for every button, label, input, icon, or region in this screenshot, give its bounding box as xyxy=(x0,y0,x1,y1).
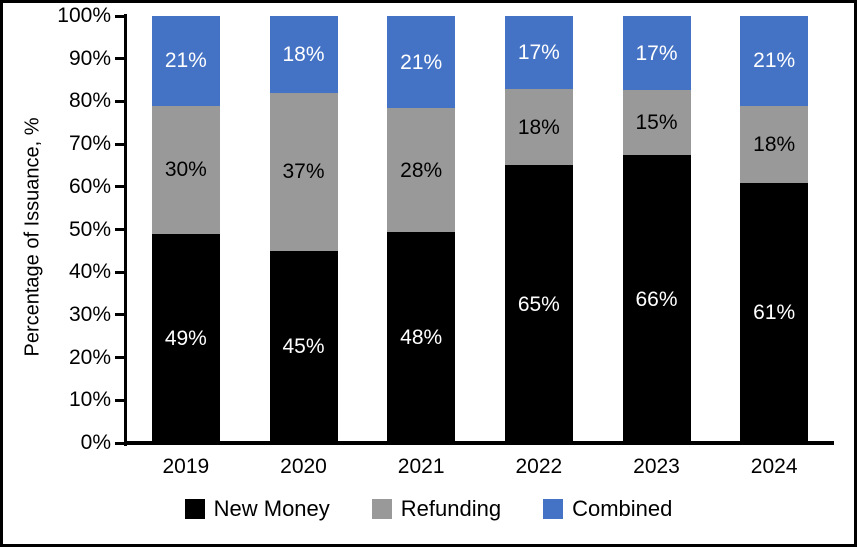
data-label: 66% xyxy=(635,287,678,311)
x-tick-label: 2024 xyxy=(750,455,798,478)
y-tick-mark xyxy=(115,441,124,445)
data-label: 37% xyxy=(282,160,325,184)
y-tick-mark xyxy=(115,57,124,61)
bar-segment-2020: 37% xyxy=(269,92,338,251)
data-label: 28% xyxy=(400,158,443,182)
bar-segment-2022: 65% xyxy=(504,165,573,443)
y-tick-label: 100% xyxy=(57,4,111,27)
data-label: 17% xyxy=(635,41,678,65)
data-label: 15% xyxy=(635,111,678,135)
bar-segment-2020: 45% xyxy=(269,250,338,443)
data-label: 30% xyxy=(164,158,207,182)
bar-segment-2024: 61% xyxy=(740,182,809,443)
bar-segment-2023: 66% xyxy=(622,155,691,443)
data-label: 17% xyxy=(517,40,560,64)
bar-segment-2022: 17% xyxy=(504,16,573,89)
bar-2023: 17% 15% 66% xyxy=(622,16,691,443)
legend-item-refunding: Refunding xyxy=(371,496,502,522)
x-tick-label: 2020 xyxy=(280,455,327,478)
y-tick-label: 50% xyxy=(68,217,111,241)
data-label: 48% xyxy=(400,325,443,349)
refunding-swatch-icon xyxy=(371,499,392,519)
data-label: 65% xyxy=(517,292,560,316)
legend-label: New Money xyxy=(213,496,330,521)
bar-segment-2022: 18% xyxy=(504,88,573,166)
bar-segment-2019: 49% xyxy=(151,233,220,443)
legend-label: Refunding xyxy=(400,496,502,521)
bar-segment-2019: 21% xyxy=(151,16,220,106)
data-label: 18% xyxy=(753,132,796,156)
y-axis-line xyxy=(124,14,127,446)
bar-segment-2024: 21% xyxy=(740,16,809,106)
y-tick-label: 80% xyxy=(68,89,111,113)
legend-item-combined: Combined xyxy=(543,496,672,522)
y-tick-mark xyxy=(115,142,124,146)
data-label: 18% xyxy=(517,115,560,139)
data-label: 21% xyxy=(753,49,796,73)
y-tick-mark xyxy=(115,14,124,18)
bar-segment-2019: 30% xyxy=(151,105,220,234)
bar-segment-2024: 18% xyxy=(740,105,809,183)
x-tick-label: 2021 xyxy=(397,455,445,478)
bar-segment-2021: 28% xyxy=(387,108,456,232)
bar-2019: 21% 30% 49% xyxy=(151,16,220,443)
y-tick-mark xyxy=(115,99,124,103)
new-money-swatch-icon xyxy=(184,499,205,519)
y-tick-mark xyxy=(115,398,124,402)
bar-segment-2023: 15% xyxy=(622,90,691,156)
data-label: 45% xyxy=(282,335,325,359)
y-tick-label: 30% xyxy=(68,302,111,326)
bar-segment-2020: 18% xyxy=(269,16,338,93)
y-tick-label: 20% xyxy=(68,345,111,369)
bar-segment-2021: 48% xyxy=(387,231,456,443)
x-tick-label: 2023 xyxy=(633,455,680,478)
data-label: 18% xyxy=(282,42,325,66)
y-tick-label: 40% xyxy=(68,260,111,284)
legend-item-new-money: New Money xyxy=(184,496,330,522)
x-axis-line xyxy=(124,441,834,445)
plot-area: 21% 30% 49% 18% 37% 45% 21% 28% 48% 17% 18% 65% 17% 1… xyxy=(127,16,833,443)
x-tick-label: 2022 xyxy=(515,455,563,478)
y-tick-label: 60% xyxy=(68,174,111,198)
y-tick-label: 0% xyxy=(80,431,111,454)
y-tick-label: 10% xyxy=(68,388,111,412)
combined-swatch-icon xyxy=(543,499,564,519)
bar-2024: 21% 18% 61% xyxy=(740,16,809,443)
y-tick-mark xyxy=(115,313,124,317)
bar-2021: 21% 28% 48% xyxy=(387,16,456,443)
y-tick-label: 70% xyxy=(68,132,111,156)
data-label: 49% xyxy=(164,326,207,350)
y-tick-mark xyxy=(115,185,124,189)
data-label: 21% xyxy=(164,49,207,73)
y-tick-mark xyxy=(115,228,124,231)
legend-label: Combined xyxy=(572,496,673,521)
bar-segment-2023: 17% xyxy=(622,16,691,91)
bar-2022: 17% 18% 65% xyxy=(504,16,573,443)
y-tick-label: 90% xyxy=(68,46,111,70)
y-tick-mark xyxy=(115,356,124,360)
x-tick-label: 2019 xyxy=(162,455,210,478)
y-tick-mark xyxy=(115,270,124,274)
bar-segment-2021: 21% xyxy=(387,16,456,109)
data-label: 21% xyxy=(400,50,443,74)
bar-2020: 18% 37% 45% xyxy=(269,16,338,443)
data-label: 61% xyxy=(753,301,796,325)
legend: New Money Refunding Combined xyxy=(3,496,854,522)
